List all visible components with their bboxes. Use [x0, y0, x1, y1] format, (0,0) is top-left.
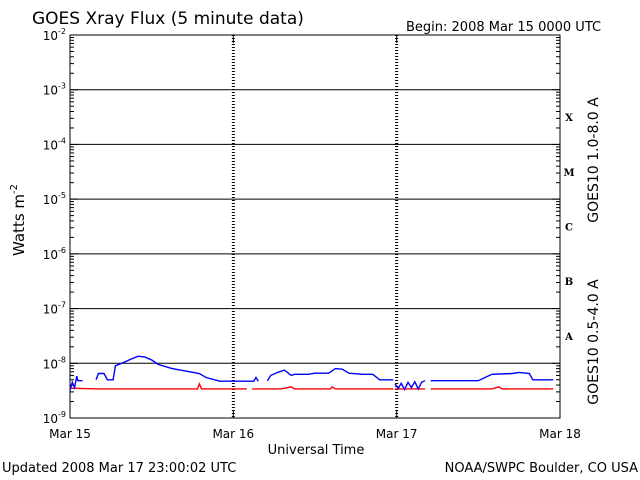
- legend-series-long: GOES10 1.0-8.0 A: [586, 97, 602, 223]
- y-tick-label: 10-2: [43, 27, 66, 43]
- chart-title: GOES Xray Flux (5 minute data): [32, 9, 304, 29]
- begin-label: Begin: 2008 Mar 15 0000 UTC: [406, 20, 601, 35]
- series-line-goes10-short: [95, 355, 259, 382]
- y-tick-label-base: 10: [43, 138, 58, 152]
- y-axis-ticks: 10-910-810-710-610-510-410-310-2: [43, 27, 560, 426]
- series-line-goes10-short: [69, 376, 83, 391]
- source-label: NOAA/SWPC Boulder, CO USA: [445, 461, 638, 476]
- series-line-goes10-long: [69, 382, 247, 390]
- legend-label-goes10-long: GOES10 1.0-8.0 A: [586, 97, 602, 223]
- y-tick-label-base: 10: [43, 412, 58, 426]
- y-tick-label-exp: -5: [58, 191, 66, 200]
- plot-frame: [69, 34, 561, 419]
- x-axis-label: Universal Time: [268, 443, 365, 458]
- svg-text:Watts m-2: Watts m-2: [9, 184, 28, 256]
- x-tick-label: Mar 18: [539, 427, 581, 441]
- y-tick-label-base: 10: [43, 248, 58, 262]
- x-tick-label: Mar 16: [212, 427, 254, 441]
- y-tick-label-exp: -4: [58, 136, 66, 145]
- flare-class-labels: A B C M X: [563, 113, 574, 343]
- y-axis-label-text: Watts m: [10, 194, 28, 256]
- y-tick-label-base: 10: [43, 29, 58, 43]
- y-tick-label: 10-7: [43, 301, 66, 317]
- y-tick-label: 10-9: [43, 410, 66, 426]
- y-tick-label-base: 10: [43, 303, 58, 317]
- series-line-goes10-short: [430, 371, 554, 382]
- series-lines: [69, 355, 554, 392]
- series-line-goes10-short: [394, 380, 426, 392]
- y-tick-label: 10-4: [43, 136, 66, 152]
- flare-class-a: A: [564, 332, 573, 343]
- gridlines: [70, 35, 560, 418]
- flare-class-b: B: [565, 277, 573, 288]
- y-axis-label: Watts m-2: [9, 184, 28, 256]
- flare-class-m: M: [563, 168, 574, 179]
- updated-timestamp: Updated 2008 Mar 17 23:00:02 UTC: [2, 461, 236, 476]
- series-line-goes10-short: [266, 367, 394, 382]
- y-tick-label-exp: -2: [58, 27, 66, 36]
- x-axis-ticks: Mar 15 Mar 16 Mar 17 Mar 18: [49, 35, 581, 441]
- y-tick-label: 10-6: [43, 246, 66, 262]
- flare-class-c: C: [565, 223, 573, 234]
- y-tick-label-exp: -7: [58, 301, 66, 310]
- y-tick-label-exp: -9: [58, 410, 66, 419]
- y-tick-label-exp: -8: [58, 355, 66, 364]
- flare-class-x: X: [565, 113, 573, 124]
- y-tick-label-base: 10: [43, 84, 58, 98]
- series-line-goes10-long: [252, 385, 394, 390]
- x-tick-label: Mar 15: [49, 427, 91, 441]
- legend-label-goes10-short: GOES10 0.5-4.0 A: [586, 279, 602, 405]
- y-axis-label-exp: -2: [9, 184, 20, 194]
- legend-series-short: GOES10 0.5-4.0 A: [586, 279, 602, 405]
- series-line-goes10-long: [430, 386, 554, 390]
- y-tick-label: 10-5: [43, 191, 66, 207]
- y-tick-label-base: 10: [43, 357, 58, 371]
- y-tick-label-exp: -3: [58, 82, 66, 91]
- y-tick-label-base: 10: [43, 193, 58, 207]
- y-tick-label: 10-8: [43, 355, 66, 371]
- y-tick-label-exp: -6: [58, 246, 66, 255]
- x-tick-label: Mar 17: [376, 427, 418, 441]
- y-tick-label: 10-3: [43, 82, 66, 98]
